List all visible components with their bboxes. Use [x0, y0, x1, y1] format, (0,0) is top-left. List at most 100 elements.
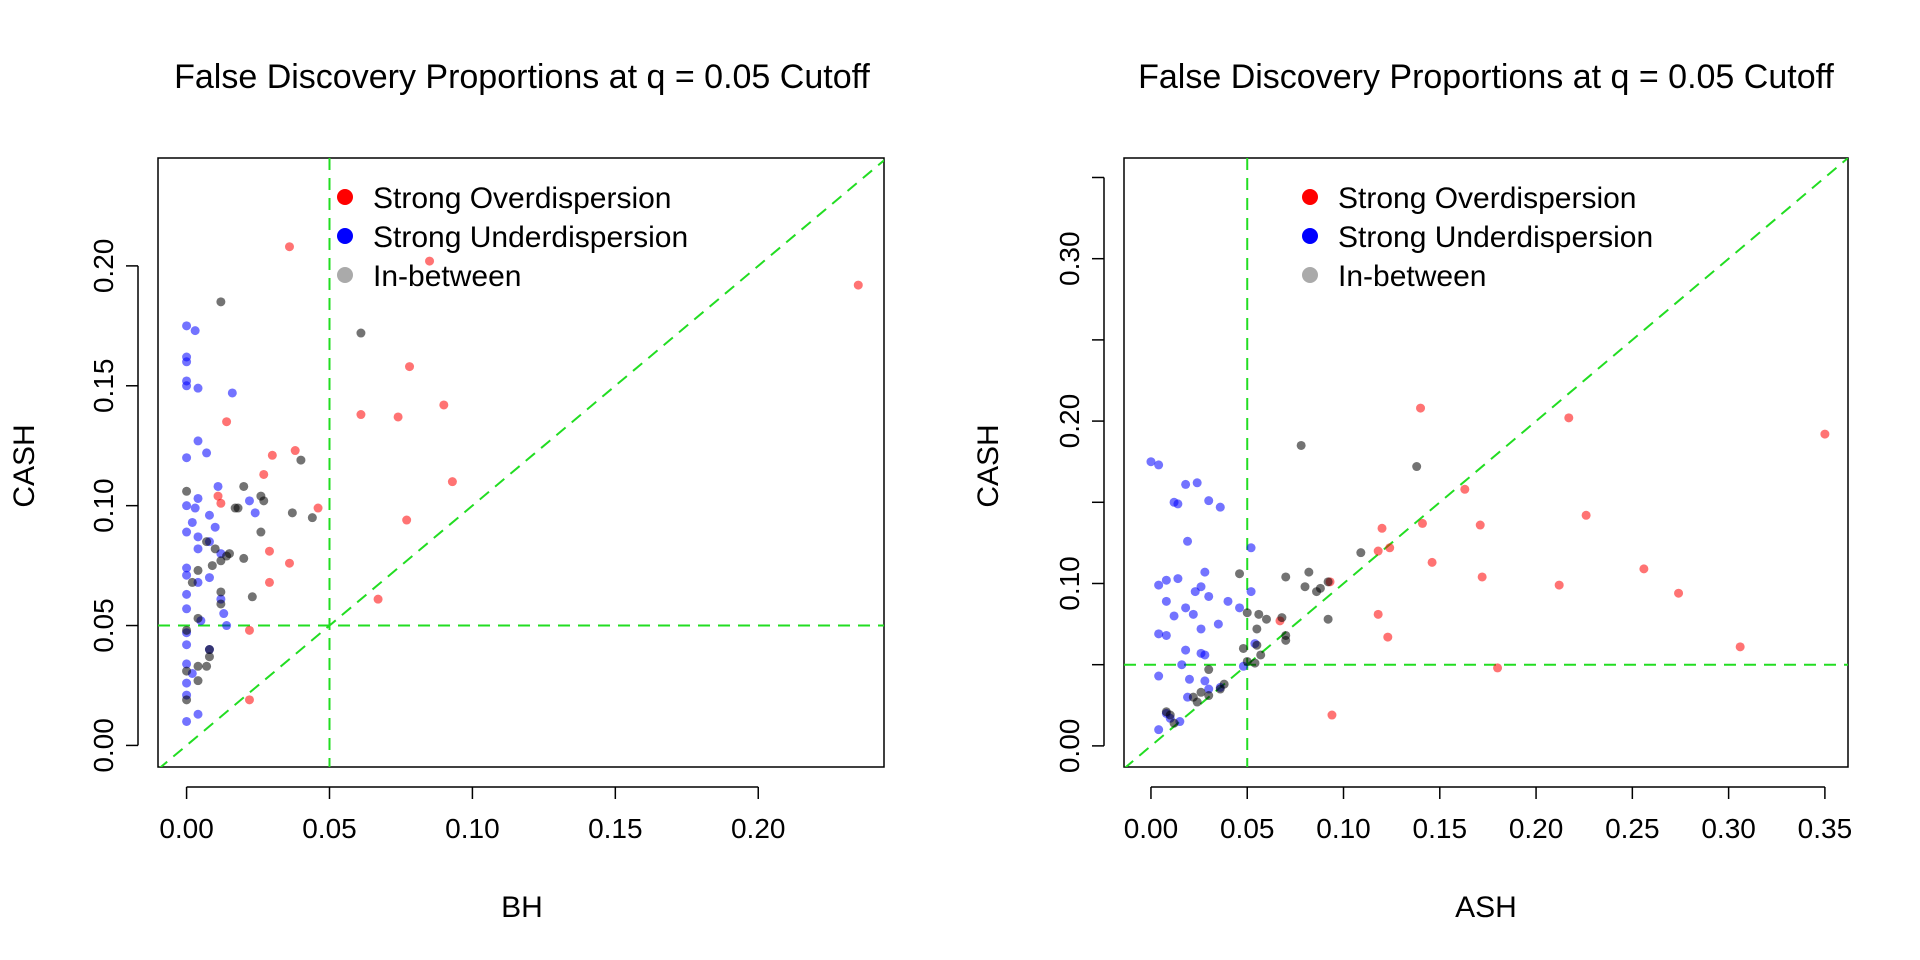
right-in-between-point [1252, 640, 1262, 650]
right-in-between-point [1300, 582, 1310, 592]
right-y-tick-label: 0.00 [1054, 719, 1085, 774]
left-in-between-point [296, 455, 306, 465]
left-in-between-point [307, 513, 317, 523]
right-underdispersion-point [1154, 580, 1164, 590]
left-overdispersion-point [244, 695, 254, 705]
left-overdispersion-point [213, 491, 223, 501]
right-identity-line [1124, 158, 1848, 767]
left-underdispersion-point [182, 527, 192, 537]
right-underdispersion-point [1154, 671, 1164, 681]
left-underdispersion-point [227, 388, 237, 398]
left-in-between-point [216, 556, 226, 566]
left-plot-area [158, 158, 884, 767]
left-underdispersion-point [193, 532, 203, 542]
right-overdispersion-point [1377, 523, 1387, 533]
left-underdispersion-point [190, 503, 200, 513]
right-in-between-point [1161, 707, 1171, 717]
right-in-between-point [1250, 658, 1260, 668]
left-x-tick-label: 0.15 [588, 813, 643, 844]
left-overdispersion-point [284, 242, 294, 252]
left-in-between-point [202, 661, 212, 671]
right-underdispersion-point [1190, 587, 1200, 597]
left-underdispersion-point [182, 381, 192, 391]
right-underdispersion-point [1200, 650, 1210, 660]
left-x-tick-label: 0.20 [731, 813, 786, 844]
left-in-between-point [193, 661, 203, 671]
right-overdispersion-point [1460, 484, 1470, 494]
left-underdispersion-point [182, 570, 192, 580]
right-in-between-point [1261, 614, 1271, 624]
right-underdispersion-point [1246, 587, 1256, 597]
right-x-tick-label: 0.00 [1124, 813, 1179, 844]
left-y-tick-label: 0.20 [88, 239, 119, 294]
left-underdispersion-point [182, 604, 192, 614]
right-in-between-point [1304, 567, 1314, 577]
right-legend-label-in-between: In-between [1338, 260, 1486, 293]
right-overdispersion-point [1373, 546, 1383, 556]
left-underdispersion-point [182, 321, 192, 331]
right-overdispersion-point [1554, 580, 1564, 590]
left-in-between-point [193, 613, 203, 623]
left-in-between-point [202, 537, 212, 547]
left-underdispersion-point [182, 589, 192, 599]
left-overdispersion-point [439, 400, 449, 410]
right-in-between-point [1242, 608, 1252, 618]
left-underdispersion-point [190, 326, 200, 336]
left-legend-label-overdispersion: Strong Overdispersion [373, 182, 671, 215]
left-overdispersion-point [853, 280, 863, 290]
left-in-between-point [182, 486, 192, 496]
left-legend-label-underdispersion: Strong Underdispersion [373, 221, 688, 254]
left-underdispersion-point [204, 573, 214, 583]
right-underdispersion-point [1200, 676, 1210, 686]
right-y-tick-label: 0.20 [1054, 394, 1085, 449]
left-underdispersion-point [250, 508, 260, 518]
left-in-between-point [239, 553, 249, 563]
left-overdispersion-point [405, 362, 415, 372]
left-in-between-point [247, 592, 257, 602]
left-in-between-point [287, 508, 297, 518]
right-underdispersion-point [1215, 502, 1225, 512]
right-in-between-point [1296, 440, 1306, 450]
left-underdispersion-point [182, 501, 192, 511]
right-underdispersion-point [1204, 684, 1214, 694]
right-underdispersion-point [1154, 725, 1164, 735]
left-x-tick-label: 0.05 [302, 813, 357, 844]
right-underdispersion-point [1188, 609, 1198, 619]
left-overdispersion-point [264, 546, 274, 556]
right-underdispersion-point [1146, 457, 1156, 467]
right-underdispersion-point [1173, 499, 1183, 509]
left-overdispersion-point [264, 577, 274, 587]
left-plot-frame [157, 157, 885, 768]
left-legend-marker-overdispersion [337, 189, 353, 205]
left-overdispersion-point [373, 594, 383, 604]
right-underdispersion-point [1173, 574, 1183, 584]
right-underdispersion-point [1181, 645, 1191, 655]
left-underdispersion-point [182, 716, 192, 726]
right-underdispersion-point [1246, 543, 1256, 553]
right-in-between-point [1412, 462, 1422, 472]
left-underdispersion-point [182, 453, 192, 463]
left-in-between-point [239, 481, 249, 491]
left-y-tick-label: 0.10 [88, 478, 119, 533]
right-overdispersion-point [1416, 403, 1426, 413]
left-in-between-point [207, 561, 217, 571]
right-overdispersion-point [1581, 510, 1591, 520]
left-in-between-point [216, 297, 226, 307]
right-x-tick-label: 0.10 [1316, 813, 1371, 844]
right-y-tick-label: 0.10 [1054, 556, 1085, 611]
right-overdispersion-point [1735, 642, 1745, 652]
left-underdispersion-point [182, 357, 192, 367]
left-x-tick-label: 0.00 [159, 813, 214, 844]
right-underdispersion-point [1161, 630, 1171, 640]
right-x-tick-label: 0.30 [1701, 813, 1756, 844]
left-underdispersion-point [210, 522, 220, 532]
left-in-between-point [182, 666, 192, 676]
left-overdispersion-point [447, 477, 457, 487]
right-in-between-point [1323, 614, 1333, 624]
right-plot-area [1124, 158, 1848, 767]
right-underdispersion-point [1204, 591, 1214, 601]
right-overdispersion-point [1674, 588, 1684, 598]
right-overdispersion-point [1417, 518, 1427, 528]
left-in-between-point [224, 549, 234, 559]
right-x-tick-label: 0.05 [1220, 813, 1275, 844]
